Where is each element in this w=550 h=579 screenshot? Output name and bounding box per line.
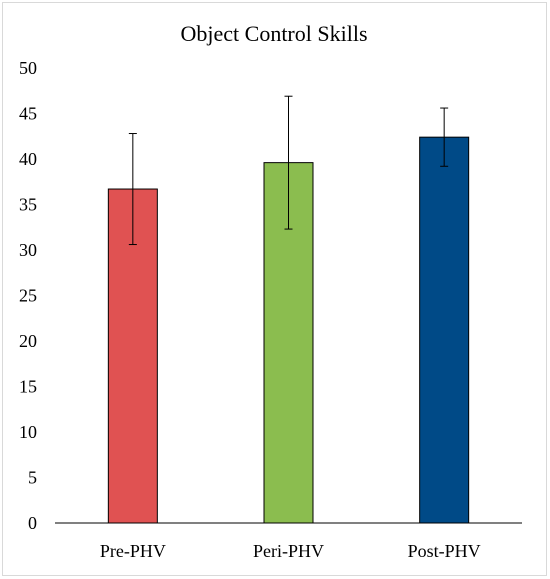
- chart-title: Object Control Skills: [181, 21, 368, 46]
- y-tick-label: 50: [19, 58, 37, 78]
- y-tick-label: 35: [19, 195, 37, 215]
- y-tick-label: 40: [19, 149, 37, 169]
- y-tick-label: 25: [19, 286, 37, 306]
- bar-post-phv: [419, 136, 470, 524]
- y-axis-ticks: 0 5 10 15 20 25 30 35 40 45 50: [19, 58, 37, 533]
- x-tick-label: Peri-PHV: [253, 541, 324, 561]
- y-tick-label: 0: [28, 513, 37, 533]
- y-tick-label: 15: [19, 377, 37, 397]
- x-axis-labels: Pre-PHV Peri-PHV Post-PHV: [100, 541, 481, 561]
- error-bars: [128, 95, 449, 246]
- x-tick-label: Post-PHV: [408, 541, 481, 561]
- y-tick-label: 5: [28, 468, 37, 488]
- y-tick-label: 30: [19, 240, 37, 260]
- y-tick-label: 20: [19, 331, 37, 351]
- x-tick-label: Pre-PHV: [100, 541, 166, 561]
- y-tick-label: 45: [19, 104, 37, 124]
- y-tick-label: 10: [19, 422, 37, 442]
